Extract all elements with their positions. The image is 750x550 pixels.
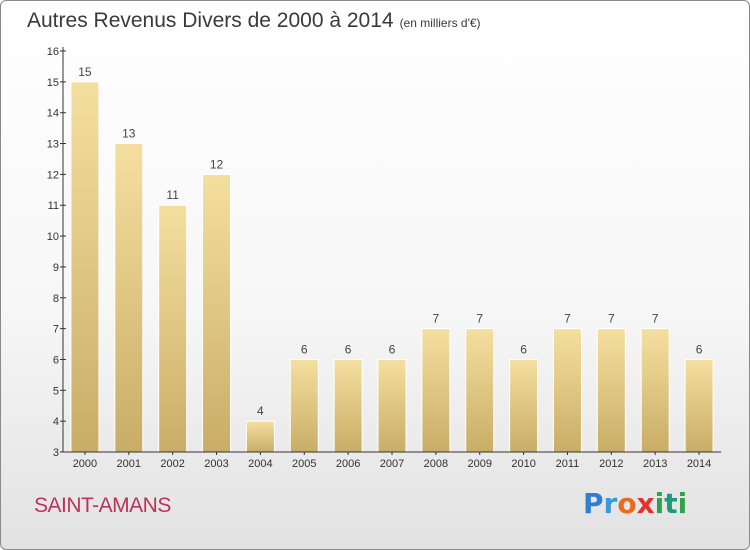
bar-value-label: 7	[433, 312, 440, 326]
bar-value-label: 15	[78, 65, 92, 79]
proxiti-logo: Proxiti	[583, 487, 687, 520]
bars-layer: 15 13 11 12 4 6 6 6 7 7 6 7 7 7 6	[70, 65, 714, 453]
x-tick-label: 2003	[204, 458, 228, 470]
axes-layer: 2000 2001 2002 2003 2004 2005 2006 2007 2008 2009…	[47, 46, 721, 470]
x-tick-label: 2002	[160, 458, 184, 470]
logo-letter: x	[636, 487, 655, 520]
bar	[158, 204, 188, 453]
bar-value-label: 7	[564, 312, 571, 326]
bar	[509, 358, 539, 453]
bar	[289, 358, 319, 453]
y-tick-label: 5	[53, 385, 59, 397]
x-tick-label: 2007	[380, 458, 404, 470]
y-tick-label: 12	[47, 169, 59, 181]
bar	[465, 328, 495, 453]
bar-value-label: 12	[210, 157, 224, 171]
logo-letter: o	[617, 487, 637, 520]
x-tick-label: 2013	[643, 458, 667, 470]
bar	[596, 328, 626, 453]
x-tick-label: 2005	[292, 458, 316, 470]
x-tick-label: 2009	[467, 458, 491, 470]
bar-value-label: 6	[520, 342, 527, 356]
y-tick-label: 8	[53, 293, 59, 305]
y-tick-label: 4	[53, 416, 59, 428]
x-tick-label: 2010	[511, 458, 535, 470]
bar-value-label: 4	[257, 404, 264, 418]
y-tick-label: 7	[53, 324, 59, 336]
chart-title: Autres Revenus Divers de 2000 à 2014	[27, 9, 394, 32]
bar-value-label: 6	[389, 342, 396, 356]
bar	[70, 81, 100, 453]
x-tick-label: 2001	[117, 458, 141, 470]
y-tick-label: 3	[53, 447, 59, 459]
bar	[114, 143, 144, 453]
bar	[421, 328, 451, 453]
logo-letter: t	[664, 487, 678, 520]
logo-letter: i	[677, 487, 688, 520]
x-tick-label: 2004	[248, 458, 272, 470]
bar	[333, 358, 363, 453]
x-tick-label: 2000	[73, 458, 97, 470]
x-tick-label: 2008	[424, 458, 448, 470]
chart-title-block: Autres Revenus Divers de 2000 à 2014 (en …	[27, 9, 481, 33]
bar-value-label: 6	[345, 342, 352, 356]
bar-value-label: 6	[301, 342, 308, 356]
logo-letter: r	[603, 487, 618, 520]
x-tick-label: 2014	[687, 458, 711, 470]
bar	[245, 420, 275, 453]
bar-value-label: 7	[608, 312, 615, 326]
bar	[202, 173, 232, 453]
bar-value-label: 6	[696, 342, 703, 356]
x-tick-label: 2012	[599, 458, 623, 470]
y-tick-label: 9	[53, 262, 59, 274]
y-tick-label: 11	[48, 200, 59, 212]
y-tick-label: 16	[47, 46, 59, 58]
location-name: SAINT-AMANS	[34, 494, 171, 517]
logo-letter: i	[654, 487, 665, 520]
y-tick-label: 13	[47, 139, 59, 151]
bar-value-label: 7	[476, 312, 483, 326]
bar	[377, 358, 407, 453]
bar	[640, 328, 670, 453]
y-tick-label: 10	[47, 231, 59, 243]
chart-unit: (en milliers d'€)	[399, 16, 481, 30]
bar-value-label: 11	[166, 188, 179, 202]
bar	[684, 358, 714, 453]
y-tick-label: 14	[47, 108, 59, 120]
bar-value-label: 7	[652, 312, 659, 326]
logo-letter: P	[583, 487, 604, 520]
bar-value-label: 13	[122, 127, 136, 141]
x-tick-label: 2011	[556, 458, 580, 470]
y-tick-label: 15	[47, 77, 59, 89]
bar	[552, 328, 582, 453]
y-tick-label: 6	[53, 354, 59, 366]
x-tick-label: 2006	[336, 458, 360, 470]
